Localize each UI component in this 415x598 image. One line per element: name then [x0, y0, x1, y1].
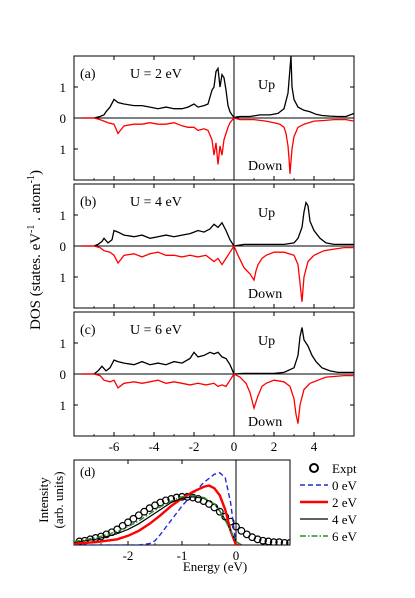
- dos-panels: 1 0 1 (a) U = 2 eV Up Down 1 0 1 (b) U = 4 eV Up Down…: [60, 55, 358, 563]
- expt-point: [140, 507, 149, 516]
- legend-label: 4 eV: [332, 512, 358, 527]
- series-up: [82, 200, 354, 247]
- legend: Expt 0 eV 2 eV 4 eV 6 eV: [300, 461, 358, 544]
- down-annotation: Down: [248, 415, 282, 430]
- x-tick-label: -2: [123, 548, 134, 563]
- x-tick-label: 0: [233, 548, 240, 563]
- x-tick-label: -1: [177, 548, 188, 563]
- dos-ylabel-sup1: -1: [26, 225, 37, 233]
- expt-point: [253, 535, 262, 544]
- legend-label: 6 eV: [332, 529, 358, 544]
- axes-frame: [73, 459, 291, 546]
- series-2-eV: [74, 484, 242, 545]
- down-annotation: Down: [248, 287, 282, 302]
- expt-point: [237, 526, 246, 535]
- legend-marker-expt: [309, 463, 319, 473]
- u-value-label: U = 4 eV: [130, 195, 182, 210]
- x-tick-label: 4: [311, 439, 318, 454]
- series-0-eV: [74, 472, 242, 545]
- dos-ylabel-sup2: -1: [26, 175, 37, 183]
- x-tick-label: -4: [149, 439, 160, 454]
- y-tick-label: 0: [60, 111, 67, 126]
- expt-point: [275, 538, 284, 545]
- expt-point: [286, 538, 290, 545]
- x-tick-label: -2: [189, 439, 200, 454]
- series-down: [82, 373, 354, 424]
- x-tick-label: 2: [271, 439, 278, 454]
- expt-point: [264, 537, 273, 545]
- expt-point: [215, 507, 224, 516]
- series-6-eV: [74, 494, 242, 545]
- down-annotation: Down: [248, 159, 282, 174]
- panel-label: (b): [80, 195, 97, 210]
- panel-a: 1 0 1 (a) U = 2 eV Up Down: [60, 55, 355, 181]
- y-tick-label: 1: [60, 336, 67, 351]
- panel-b: 1 0 1 (b) U = 4 eV Up Down: [60, 183, 355, 309]
- series-up: [82, 327, 354, 375]
- y-tick-label: 0: [60, 239, 67, 254]
- panel-label: (a): [80, 67, 96, 82]
- up-annotation: Up: [258, 206, 275, 221]
- u-value-label: U = 2 eV: [130, 67, 182, 82]
- expt-point: [124, 518, 132, 527]
- series-down: [82, 117, 354, 174]
- energy-xlabel: Energy (eV): [183, 559, 247, 574]
- expt-point: [134, 511, 143, 520]
- expt-point: [269, 538, 278, 545]
- intensity-ylabel-1: Intensity: [36, 477, 51, 523]
- dos-ylabel: DOS (states. eV-1 . atom-1): [26, 170, 44, 330]
- y-tick-label: 0: [60, 367, 67, 382]
- series-up: [82, 56, 354, 119]
- intensity-ylabel-2: (arb. units): [51, 471, 66, 528]
- u-value-label: U = 6 eV: [130, 323, 182, 338]
- up-annotation: Up: [258, 334, 275, 349]
- x-tick-label: 0: [231, 439, 238, 454]
- x-tick-label: -6: [109, 439, 120, 454]
- y-tick-label: 1: [60, 270, 67, 285]
- expt-point: [280, 538, 289, 545]
- dos-ylabel-end: ): [28, 170, 44, 175]
- y-tick-label: 1: [60, 208, 67, 223]
- legend-label: Expt: [332, 461, 357, 476]
- expt-point: [232, 522, 240, 531]
- panel-d: -2 -1 0 (d) Expt 0 eV 2 eV 4 eV 6 eV: [73, 459, 358, 563]
- panel-label: (d): [80, 464, 95, 479]
- y-tick-label: 1: [60, 80, 67, 95]
- series-down: [82, 244, 354, 302]
- y-tick-label: 1: [60, 398, 67, 413]
- panel-c: -6 -4 -2 0 2 4 1 0 1 (c) U = 6 eV Up Down: [60, 311, 355, 454]
- dos-ylabel-mid: . atom: [28, 183, 44, 225]
- legend-label: 2 eV: [332, 495, 358, 510]
- panel-label: (c): [80, 323, 96, 338]
- dos-ylabel-text: DOS (states. eV: [28, 233, 44, 330]
- legend-label: 0 eV: [332, 478, 358, 493]
- expt-point: [259, 536, 267, 545]
- expt-point: [129, 514, 138, 523]
- y-tick-label: 1: [60, 142, 67, 157]
- up-annotation: Up: [258, 78, 275, 93]
